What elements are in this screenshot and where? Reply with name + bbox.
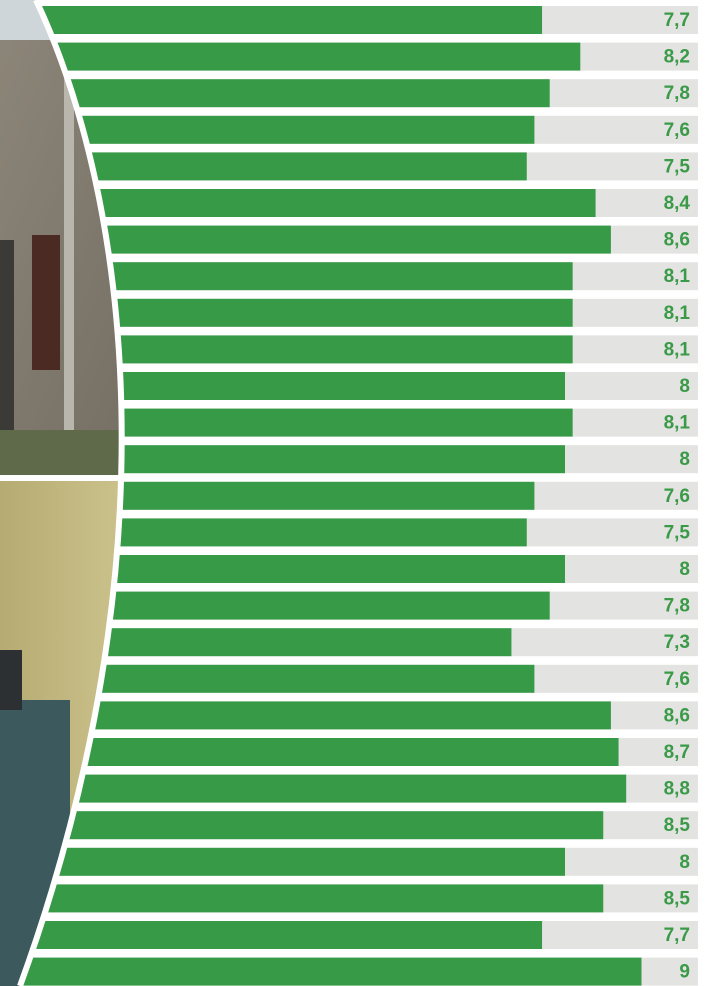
value-label: 8,5 bbox=[664, 888, 691, 909]
value-label: 8 bbox=[679, 852, 690, 873]
bar bbox=[0, 921, 542, 949]
bar bbox=[0, 811, 603, 839]
value-label: 8,4 bbox=[664, 193, 691, 214]
value-label: 7,6 bbox=[664, 669, 690, 690]
value-label: 8,6 bbox=[664, 705, 690, 726]
value-label: 7,3 bbox=[664, 632, 690, 653]
value-label: 8,8 bbox=[664, 779, 690, 800]
chart: 7,7 8,2 7,8 7,6 7,5 8,4 8,6 8,1 8,1 8,1 8 8,1 8 7,6 7,… bbox=[0, 0, 713, 986]
value-label: 8,1 bbox=[664, 413, 691, 434]
value-label: 8,5 bbox=[664, 815, 691, 836]
value-label: 7,7 bbox=[664, 925, 690, 946]
page: 7,7 8,2 7,8 7,6 7,5 8,4 8,6 8,1 8,1 8,1 8 8,1 8 7,6 7,… bbox=[0, 0, 713, 986]
value-label: 7,5 bbox=[664, 156, 691, 177]
bar bbox=[0, 738, 619, 766]
photo-door bbox=[0, 240, 14, 440]
value-label: 8,1 bbox=[664, 266, 691, 287]
value-label: 8,6 bbox=[664, 230, 690, 251]
bar bbox=[0, 43, 580, 71]
value-label: 8 bbox=[679, 449, 690, 470]
value-label: 9 bbox=[679, 962, 690, 983]
bar bbox=[0, 775, 626, 803]
bar bbox=[0, 848, 565, 876]
photo-handle bbox=[0, 650, 22, 710]
bar bbox=[0, 79, 550, 107]
value-label: 7,5 bbox=[664, 522, 691, 543]
bar bbox=[0, 884, 603, 912]
value-label: 7,7 bbox=[664, 10, 690, 31]
value-label: 7,8 bbox=[664, 596, 690, 617]
value-label: 8,1 bbox=[664, 303, 691, 324]
value-label: 8 bbox=[679, 559, 690, 580]
value-label: 8,1 bbox=[664, 339, 691, 360]
photo-window bbox=[32, 235, 60, 370]
value-label: 7,6 bbox=[664, 120, 690, 141]
bar bbox=[0, 958, 642, 986]
value-label: 7,8 bbox=[664, 83, 690, 104]
value-label: 8 bbox=[679, 376, 690, 397]
value-label: 8,2 bbox=[664, 47, 690, 68]
bar bbox=[0, 6, 542, 34]
value-label: 8,7 bbox=[664, 742, 690, 763]
photo-pipe bbox=[64, 60, 74, 470]
value-label: 7,6 bbox=[664, 486, 690, 507]
